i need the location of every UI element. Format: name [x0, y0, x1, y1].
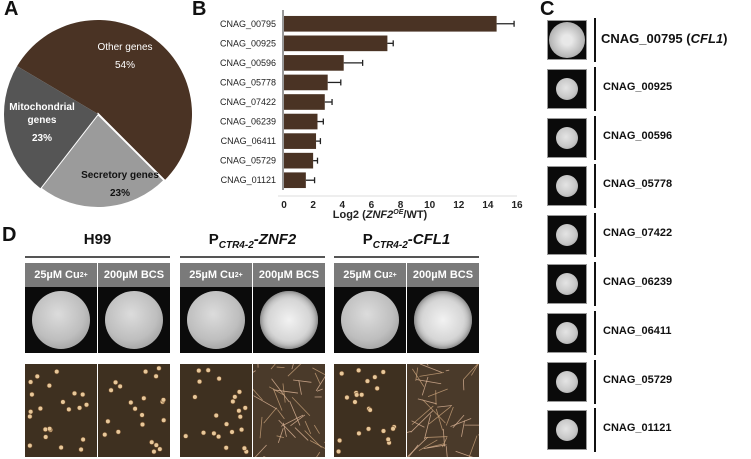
group-underline [180, 256, 325, 258]
group-underline [25, 256, 170, 258]
condition-header: 25µM Cu 2+ [180, 263, 252, 287]
group-title: PCTR4-2-CFL1 [362, 231, 451, 251]
group-underline [334, 256, 479, 258]
condition-header: 200µM BCS [407, 263, 479, 287]
colony [341, 291, 399, 349]
pie-slice-percent: 23% [110, 188, 130, 199]
condition-header: 25µM Cu 2+ [334, 263, 406, 287]
category-label: CNAG_00925 [220, 38, 276, 48]
x-tick-label: 14 [482, 200, 494, 211]
bar [284, 113, 318, 130]
x-tick-label: 12 [453, 200, 465, 211]
pie-slice-label: Other genes [97, 42, 152, 53]
x-tick-label: 8 [398, 200, 404, 211]
pie-slice-percent: 23% [32, 133, 52, 144]
pie-slice-percent: 54% [115, 60, 135, 71]
micrograph [407, 364, 479, 457]
category-label: CNAG_05729 [220, 156, 276, 166]
micrograph [25, 364, 97, 457]
agar-plate [180, 287, 252, 353]
category-label: CNAG_00795 [220, 19, 276, 29]
colony [105, 291, 163, 349]
condition-header: 200µM BCS [253, 263, 325, 287]
x-tick-label: 2 [310, 200, 316, 211]
colony [260, 291, 318, 349]
panel-label-c: C [540, 0, 555, 20]
x-tick-label: 0 [281, 200, 287, 211]
agar-plate [25, 287, 97, 353]
agar-plate [98, 287, 170, 353]
group-title: H99 [83, 231, 112, 248]
bar [284, 35, 388, 52]
category-label: CNAG_06411 [221, 136, 276, 146]
x-tick-label: 10 [424, 200, 436, 211]
category-label: CNAG_05778 [220, 77, 276, 87]
agar-plate [407, 287, 479, 353]
bar-chart: CNAG_00795 CNAG_00925 CNAG_00596 CNAG_05778… [220, 10, 523, 221]
agar-plate [253, 287, 325, 353]
micrograph [180, 364, 252, 457]
colony [414, 291, 472, 349]
bar [284, 15, 497, 32]
bar [284, 55, 344, 71]
bar [284, 172, 306, 189]
x-tick-label: 4 [339, 200, 345, 211]
condition-header: 200µM BCS [98, 263, 170, 287]
condition-header: 25µM Cu 2+ [25, 263, 97, 287]
pie-slice-label: Mitochondrial genes [9, 102, 75, 126]
bar [284, 152, 314, 169]
micrograph [334, 364, 406, 457]
category-label: CNAG_06239 [220, 117, 276, 127]
bar [284, 133, 317, 149]
panel-label-a: A [4, 0, 19, 20]
pie-slice [38, 112, 166, 209]
colony [187, 291, 245, 349]
category-label: CNAG_00596 [220, 58, 276, 68]
panel-label-b: B [192, 0, 207, 20]
agar-plate [334, 287, 406, 353]
bar [284, 94, 325, 110]
micrograph [98, 364, 170, 457]
group-title: PCTR4-2-ZNF2 [208, 231, 297, 251]
micrograph [253, 364, 325, 457]
pie-slice [17, 19, 193, 181]
panel-label-d: D [2, 224, 17, 246]
category-label: CNAG_07422 [220, 97, 276, 107]
x-tick-label: 6 [369, 200, 375, 211]
pie-slice [3, 66, 98, 189]
x-axis-label: Log2 (ZNF2OE/WT) [333, 209, 428, 221]
pie-chart: Other genes 54% Secretory genes 23% Mitochon… [3, 19, 193, 209]
pie-slice-label: Secretory genes [81, 170, 159, 181]
bar [284, 74, 328, 91]
colony [32, 291, 90, 349]
category-label: CNAG_01121 [221, 175, 276, 185]
x-tick-label: 16 [511, 200, 523, 211]
